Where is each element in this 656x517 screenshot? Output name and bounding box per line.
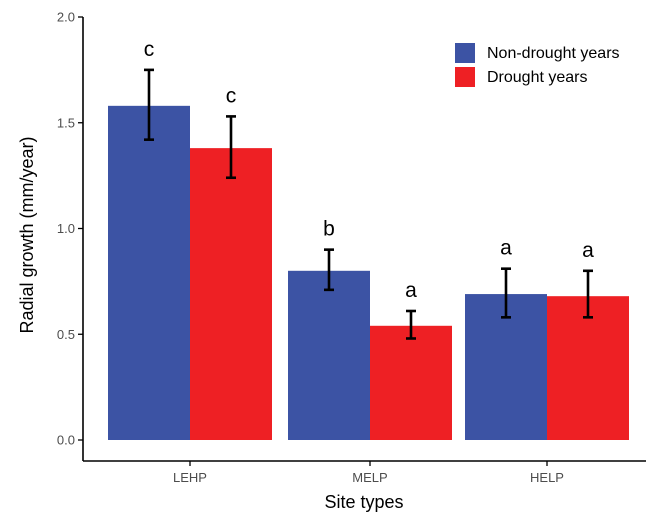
y-tick-label: 0.0	[57, 433, 75, 448]
bar-melp-non-drought	[288, 270, 370, 440]
error-bar	[583, 269, 593, 319]
y-tick-label: 0.5	[57, 327, 75, 342]
x-tick-label: MELP	[352, 470, 387, 485]
y-tick-label: 2.0	[57, 10, 75, 25]
y-tick-label: 1.0	[57, 221, 75, 236]
plot-area: c c b a a a	[108, 38, 629, 440]
error-bar	[324, 248, 334, 292]
significance-label: a	[582, 239, 594, 262]
bar-lehp-non-drought	[108, 105, 190, 440]
legend-swatch	[455, 67, 475, 87]
significance-label: c	[144, 38, 155, 61]
x-tick-label: LEHP	[173, 470, 207, 485]
significance-label: a	[500, 237, 512, 260]
error-bar	[501, 267, 511, 319]
x-ticks: LEHP MELP HELP	[173, 461, 564, 485]
legend-swatch	[455, 43, 475, 63]
y-tick-label: 1.5	[57, 115, 75, 130]
x-tick-label: HELP	[530, 470, 564, 485]
y-ticks: 0.0 0.5 1.0 1.5 2.0	[57, 10, 83, 448]
error-bar	[406, 309, 416, 340]
legend: Non-drought years Drought years	[455, 43, 620, 87]
bar-lehp-drought	[190, 148, 272, 440]
error-bar	[144, 68, 154, 141]
bar-help-drought	[547, 296, 629, 440]
significance-label: a	[405, 279, 417, 302]
significance-label: c	[226, 84, 237, 107]
legend-label: Drought years	[487, 69, 588, 86]
y-axis-title: Radial growth (mm/year)	[17, 136, 37, 333]
bar-melp-drought	[370, 325, 452, 440]
significance-label: b	[323, 218, 335, 241]
error-bar	[226, 115, 236, 180]
x-axis-title: Site types	[324, 492, 403, 512]
legend-label: Non-drought years	[487, 45, 620, 62]
